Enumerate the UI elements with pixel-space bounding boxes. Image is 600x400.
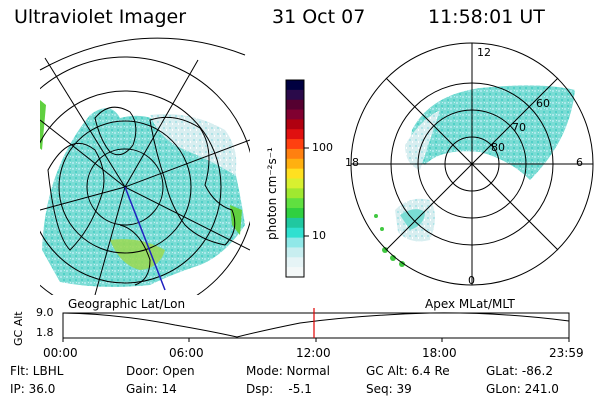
colorbar-swatch: [286, 178, 304, 189]
info-door: Door: Open: [126, 364, 195, 378]
colorbar: [285, 79, 309, 278]
apex-caption: Apex MLat/MLT: [425, 297, 515, 311]
info-ip: IP: 36.0: [10, 382, 56, 396]
altitude-plot: [62, 308, 570, 342]
colorbar-tick-10: 10: [312, 229, 326, 242]
aurora-green-left: [40, 100, 46, 150]
coastline-greenland: [94, 106, 137, 156]
info-gcalt: GC Alt: 6.4 Re: [366, 364, 450, 378]
colorbar-swatch: [286, 139, 304, 150]
colorbar-swatch: [286, 198, 304, 209]
info-mode: Mode: Normal: [246, 364, 330, 378]
xtick-1200: 12:00: [296, 346, 331, 360]
colorbar-swatch: [286, 237, 304, 248]
altitude-curve: [62, 312, 570, 338]
mlt-label-18: 18: [345, 156, 359, 169]
aurora-light-left: [150, 114, 237, 175]
info-glon: GLon: 241.0: [486, 382, 559, 396]
time-label: 11:58:01 UT: [428, 6, 545, 28]
xtick-1800: 18:00: [422, 346, 457, 360]
mlat-label-80: 80: [491, 141, 505, 154]
colorbar-swatch: [286, 267, 304, 278]
alt-tick-top: 9.0: [36, 306, 54, 319]
mlt-label-12: 12: [477, 46, 491, 59]
xtick-0600: 06:00: [169, 346, 204, 360]
mlat-label-60: 60: [536, 97, 550, 110]
colorbar-swatch: [286, 148, 304, 160]
xtick-2359: 23:59: [549, 346, 584, 360]
auroral-light-upper: [405, 110, 440, 170]
colorbar-swatch: [286, 119, 304, 130]
colorbar-swatch: [286, 158, 304, 170]
aurora-green-bottom: [110, 239, 165, 270]
coastline-south: [119, 224, 151, 286]
date-label: 31 Oct 07: [272, 6, 366, 28]
map-boundary: [39, 37, 246, 71]
colorbar-swatch: [286, 188, 304, 199]
colorbar-swatch: [286, 168, 304, 179]
colorbar-swatch: [286, 80, 304, 91]
sun-meridian: [124, 186, 166, 291]
coastline-north-america: [47, 142, 105, 251]
mlt-label-6: 6: [576, 156, 583, 169]
mlt-label-0: 0: [468, 274, 475, 287]
colorbar-swatch: [286, 208, 304, 219]
magnetic-polar-map: [350, 42, 594, 286]
coastline-eurasia: [149, 116, 236, 246]
imager-title: Ultraviolet Imager: [14, 6, 187, 28]
alt-tick-bottom: 1.8: [36, 326, 54, 339]
colorbar-tick-100: 100: [312, 141, 333, 154]
colorbar-swatch: [286, 217, 304, 229]
info-dsp: Dsp: -5.1: [246, 382, 312, 396]
info-flt: Flt: LBHL: [10, 364, 64, 378]
colorbar-swatch: [286, 227, 304, 239]
mlat-label-70: 70: [512, 121, 526, 134]
colorbar-swatch: [286, 89, 304, 101]
colorbar-swatch: [286, 129, 304, 140]
geographic-caption: Geographic Lat/Lon: [68, 297, 186, 311]
info-gain: Gain: 14: [126, 382, 177, 396]
alt-ylabel: GC Alt: [12, 311, 25, 346]
auroral-oval-upper: [411, 85, 575, 180]
colorbar-unit-label: photon cm⁻²s⁻¹: [265, 147, 279, 240]
geographic-map: [39, 37, 250, 295]
info-glat: GLat: -86.2: [486, 364, 553, 378]
info-seq: Seq: 39: [366, 382, 412, 396]
colorbar-swatch: [286, 247, 304, 258]
colorbar-swatch: [286, 99, 304, 111]
colorbar-swatch: [286, 109, 304, 120]
xtick-0000: 00:00: [43, 346, 78, 360]
colorbar-swatch: [286, 257, 304, 268]
